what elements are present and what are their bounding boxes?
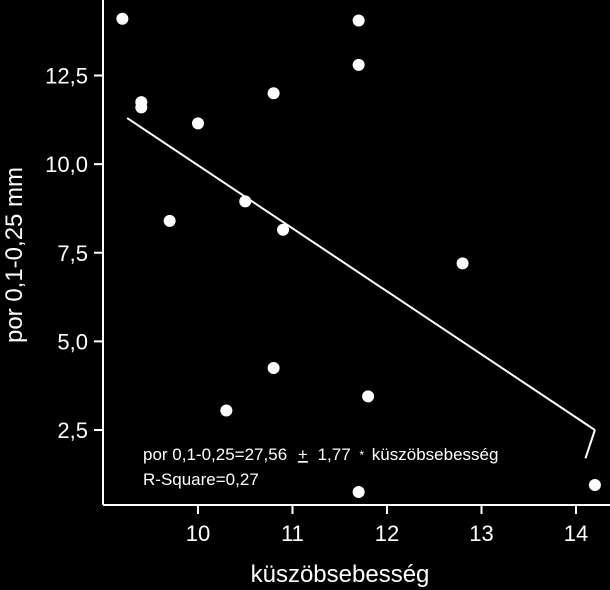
data-point xyxy=(277,223,290,236)
y-axis-label: por 0,1-0,25 mm xyxy=(1,167,28,343)
data-points xyxy=(116,12,601,499)
data-point xyxy=(135,101,148,114)
equation-part-1: por 0,1-0,25=27,56 xyxy=(143,445,287,464)
x-axis-label: küszöbsebesség xyxy=(251,561,430,588)
equation-part-3: küszöbsebesség xyxy=(372,445,499,464)
r-square-label: R-Square=0,27 xyxy=(143,470,259,489)
data-point xyxy=(163,214,176,227)
y-tick-label: 10,0 xyxy=(45,152,88,177)
data-point xyxy=(267,87,280,100)
regression-line xyxy=(126,117,596,431)
data-point xyxy=(220,404,233,417)
data-point xyxy=(116,12,129,25)
multiply-sign: * xyxy=(359,448,364,462)
data-point xyxy=(456,257,469,270)
y-tick-label: 12,5 xyxy=(45,64,88,89)
y-tick-label: 7,5 xyxy=(57,241,88,266)
regression-equation: por 0,1-0,25=27,56 + 1,77 * küszöbsebess… xyxy=(143,444,498,464)
y-axis-ticks: 2,5 5,0 7,5 10,0 12,5 xyxy=(45,64,103,443)
data-point xyxy=(192,117,204,130)
data-point xyxy=(239,195,252,208)
equation-part-2: 1,77 xyxy=(318,445,351,464)
data-point xyxy=(588,478,601,491)
x-tick-label: 12 xyxy=(375,521,399,546)
x-tick-label: 10 xyxy=(186,521,210,546)
x-axis-ticks: 10 11 12 13 14 xyxy=(186,505,588,546)
y-tick-label: 2,5 xyxy=(57,418,88,443)
x-tick-label: 14 xyxy=(564,521,588,546)
y-tick-label: 5,0 xyxy=(57,329,88,354)
data-point xyxy=(362,390,375,403)
plus-minus-sign: + xyxy=(298,445,308,464)
data-point xyxy=(352,14,365,27)
data-point xyxy=(352,58,365,71)
regression-line-end xyxy=(584,429,596,459)
x-tick-label: 11 xyxy=(281,521,304,546)
x-tick-label: 13 xyxy=(469,521,493,546)
regression-line-group xyxy=(126,117,596,459)
data-point xyxy=(267,361,280,374)
data-point xyxy=(352,486,365,499)
